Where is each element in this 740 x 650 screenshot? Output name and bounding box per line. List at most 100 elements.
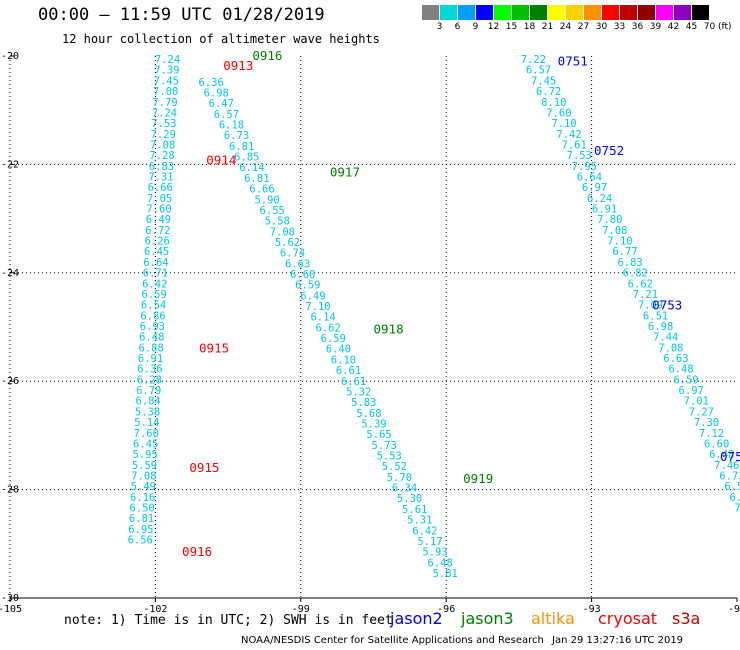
swh-value: 6.59 xyxy=(295,280,320,292)
colorbar-tick-label: 30 xyxy=(595,22,608,32)
swh-value: 6.91 xyxy=(592,204,617,216)
colorbar-swatch xyxy=(494,5,511,20)
legend-altika: altika xyxy=(531,609,575,628)
longitude-ticks: -105 -102 -99 -96 -93 -90 xyxy=(0,598,740,615)
swh-value: 6.71 xyxy=(143,268,168,280)
swh-value: 6.26 xyxy=(145,236,170,248)
colorbar-swatch xyxy=(422,5,439,20)
lon-tick-label: -90 xyxy=(728,604,740,615)
colorbar-swatch xyxy=(548,5,565,20)
swh-value: 6.36 xyxy=(198,77,223,89)
swh-value: 6.73 xyxy=(224,130,249,142)
swh-value: 7.60 xyxy=(134,428,159,440)
legend-cryosat: cryosat xyxy=(598,609,658,628)
swh-value: 5.93 xyxy=(422,547,447,559)
pass-time-label: 0915 xyxy=(189,460,219,475)
colorbar-swatch xyxy=(656,5,673,20)
swh-value: 7.39 xyxy=(154,65,179,77)
colorbar-tick-label: 39 xyxy=(649,22,662,32)
swh-value: 5.90 xyxy=(254,194,279,206)
swh-value: 6.28 xyxy=(137,374,162,386)
colorbar-swatch xyxy=(566,5,583,20)
swh-value: 5.53 xyxy=(377,451,402,463)
swh-value: 6.86 xyxy=(140,310,165,322)
swh-value: 7.24 xyxy=(152,107,177,119)
colorbar-swatch xyxy=(674,5,691,20)
swh-value: 5.62 xyxy=(275,237,300,249)
colorbar-tick-label: 42 xyxy=(667,22,680,32)
colorbar-tick-label: 24 xyxy=(559,22,572,32)
lon-tick-label: -102 xyxy=(143,604,167,615)
swh-value: 6.48 xyxy=(709,449,734,461)
swh-value: 6.60 xyxy=(290,269,315,281)
colorbar-tick-label: 27 xyxy=(577,22,590,32)
pass-time-label: 0916 xyxy=(182,544,212,559)
swh-value: 6.45 xyxy=(133,438,158,450)
swh-value: 7.95 xyxy=(572,161,597,173)
pass-time-label: 0919 xyxy=(463,471,493,486)
swh-tracks: 7.247.397.457.007.797.247.537.297.087.28… xyxy=(128,54,740,580)
swh-value: 6.54 xyxy=(141,300,166,312)
swh-value: 6.60 xyxy=(704,438,729,450)
swh-value: 6.63 xyxy=(285,258,310,270)
swh-value: 6.91 xyxy=(138,353,163,365)
colorbar-swatch xyxy=(602,5,619,20)
swh-value: 5.14 xyxy=(134,417,159,429)
swh-value: 8.10 xyxy=(541,97,566,109)
colorbar-swatch xyxy=(440,5,457,20)
swh-value: 6.42 xyxy=(142,278,167,290)
swh-value: 6.81 xyxy=(229,141,254,153)
pass-time-label: 0917 xyxy=(330,165,360,180)
lat-tick-label: -28 xyxy=(1,485,19,496)
lon-tick-label: -105 xyxy=(0,604,22,615)
swh-value: 6.84 xyxy=(135,396,160,408)
swh-value: 5.68 xyxy=(356,408,381,420)
swh-value: 7.22 xyxy=(521,54,546,66)
swh-value: 6.50 xyxy=(129,502,154,514)
swh-value: 6.66 xyxy=(249,184,274,196)
swh-value: 6.81 xyxy=(244,173,269,185)
swh-value: 6.97 xyxy=(679,385,704,397)
colorbar-tick-label: 36 xyxy=(631,22,644,32)
credit-line: NOAA/NESDIS Center for Satellite Applica… xyxy=(241,635,544,646)
swh-value: 5.30 xyxy=(397,493,422,505)
swh-value: 7.45 xyxy=(531,75,556,87)
swh-value: 6.81 xyxy=(129,513,154,525)
swh-value: 6.49 xyxy=(146,214,171,226)
swh-value: 6.83 xyxy=(149,161,174,173)
swh-value: 6.59 xyxy=(321,333,346,345)
pass-time-label: 0918 xyxy=(374,322,404,337)
swh-value: 7.31 xyxy=(148,171,173,183)
swh-value: 6.48 xyxy=(427,557,452,569)
swh-value: 7.45 xyxy=(154,75,179,87)
legend-jason2: jason2 xyxy=(390,609,443,628)
swh-value: 7.53 xyxy=(151,118,176,130)
swh-value: 7.08 xyxy=(602,225,627,237)
swh-value: 6.95 xyxy=(128,524,153,536)
swh-value: 6.48 xyxy=(668,364,693,376)
swh-value: 6.59 xyxy=(142,289,167,301)
swh-value: 6.42 xyxy=(412,525,437,537)
swh-value: 6.72 xyxy=(145,225,170,237)
swh-value: 5.38 xyxy=(135,406,160,418)
swh-value: 5.61 xyxy=(402,504,427,516)
swh-value: 6.24 xyxy=(587,193,612,205)
swh-value: 6.93 xyxy=(140,321,165,333)
swh-value: 7.67 xyxy=(735,502,740,514)
map-frame xyxy=(9,56,737,599)
swh-value: 7.00 xyxy=(153,86,178,98)
swh-value: 5.32 xyxy=(346,386,371,398)
map-title: 00:00 – 11:59 UTC 01/28/2019 xyxy=(38,5,325,25)
colorbar-tick-label: 15 xyxy=(505,22,518,32)
swh-value: 6.56 xyxy=(128,535,153,547)
swh-value: 6.16 xyxy=(130,492,155,504)
swh-value: 6.61 xyxy=(341,376,366,388)
swh-value: 7.60 xyxy=(546,107,571,119)
swh-value: 6.49 xyxy=(300,290,325,302)
pass-time-label: 0752 xyxy=(594,143,624,158)
generated-timestamp: Jan 29 13:27:16 UTC 2019 xyxy=(552,635,684,646)
swh-value: 6.64 xyxy=(143,257,168,269)
swh-value: 6.54 xyxy=(724,481,740,493)
colorbar-tick-label: 70 xyxy=(703,22,716,32)
swh-value: 6.97 xyxy=(582,182,607,194)
